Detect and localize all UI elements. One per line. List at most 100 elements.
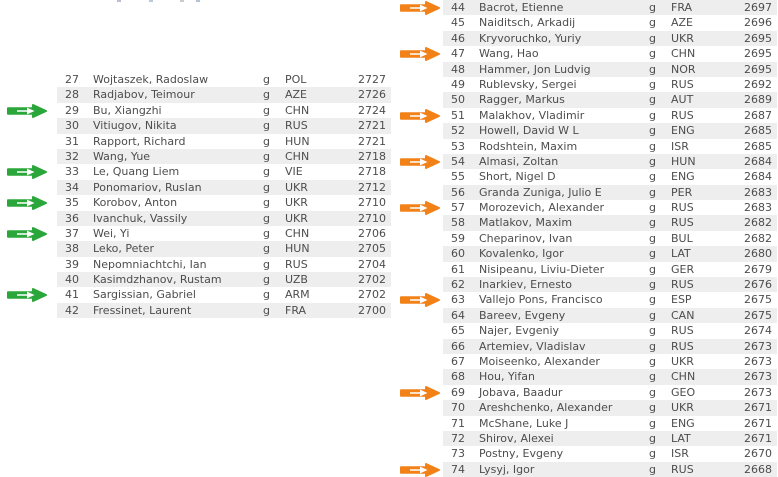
player-name-cell[interactable]: Howell, David W L bbox=[479, 124, 579, 138]
player-row[interactable]: 53 Rodshtein, Maxim g ISR 2685 bbox=[443, 139, 777, 154]
player-row[interactable]: 66 Artemiev, Vladislav g RUS 2673 bbox=[443, 338, 777, 354]
player-name-cell[interactable]: Cheparinov, Ivan bbox=[479, 231, 573, 245]
player-row[interactable]: 31 Rapport, Richard g HUN 2721 bbox=[57, 134, 391, 149]
player-row[interactable]: 69 Jobava, Baadur g GEO 2673 bbox=[400, 385, 777, 400]
player-row[interactable]: 51 Malakhov, Vladimir g RUS 2687 bbox=[400, 108, 777, 123]
player-name-cell[interactable]: Ponomariov, Ruslan bbox=[93, 180, 202, 194]
player-name-cell[interactable]: Sargissian, Gabriel bbox=[93, 288, 196, 302]
player-name-cell[interactable]: McShane, Luke J bbox=[479, 416, 569, 430]
player-name-cell[interactable]: Najer, Evgeniy bbox=[479, 324, 560, 338]
player-name-cell[interactable]: Wang, Hao bbox=[479, 47, 539, 61]
player-name-cell[interactable]: Vallejo Pons, Francisco bbox=[479, 293, 603, 307]
player-name-cell[interactable]: Korobov, Anton bbox=[93, 196, 178, 210]
player-name-cell[interactable]: Postny, Evgeny bbox=[479, 447, 564, 461]
player-name-cell[interactable]: Nisipeanu, Liviu-Dieter bbox=[479, 262, 605, 276]
player-row[interactable]: 59 Cheparinov, Ivan g BUL 2682 bbox=[443, 231, 777, 246]
player-name-cell[interactable]: Kasimdzhanov, Rustam bbox=[93, 273, 222, 287]
player-row[interactable]: 67 Moiseenko, Alexander g UKR 2673 bbox=[443, 354, 777, 369]
player-row[interactable]: 46 Kryvoruchko, Yuriy g UKR 2695 bbox=[443, 30, 777, 47]
player-name-cell[interactable]: Kovalenko, Igor bbox=[479, 247, 564, 261]
player-name-cell[interactable]: Artemiev, Vladislav bbox=[479, 339, 586, 353]
player-row[interactable]: 30 Vitiugov, Nikita g RUS 2721 bbox=[57, 118, 391, 134]
player-name-cell[interactable]: Areshchenko, Alexander bbox=[479, 401, 613, 415]
player-name-cell[interactable]: Bu, Xiangzhi bbox=[93, 103, 162, 117]
player-name-cell[interactable]: Morozevich, Alexander bbox=[479, 201, 605, 215]
player-row[interactable]: 40 Kasimdzhanov, Rustam g UZB 2702 bbox=[57, 272, 391, 288]
player-row[interactable]: 68 Hou, Yifan g CHN 2673 bbox=[443, 369, 777, 385]
player-name-cell[interactable]: Radjabov, Teimour bbox=[93, 88, 195, 102]
player-row[interactable]: 44 Bacrot, Etienne g FRA 2697 bbox=[400, 0, 777, 16]
player-name-cell[interactable]: Le, Quang Liem bbox=[93, 165, 180, 179]
player-row[interactable]: 58 Matlakov, Maxim g RUS 2682 bbox=[443, 215, 777, 231]
player-name-cell[interactable]: Hou, Yifan bbox=[479, 370, 535, 384]
player-name-cell[interactable]: Hammer, Jon Ludvig bbox=[479, 62, 591, 76]
player-row[interactable]: 72 Shirov, Alexei g LAT 2671 bbox=[443, 430, 777, 447]
player-name-cell[interactable]: Rodshtein, Maxim bbox=[479, 139, 578, 153]
player-name-cell[interactable]: Malakhov, Vladimir bbox=[479, 108, 585, 122]
player-name-cell[interactable]: Rublevsky, Sergei bbox=[479, 77, 577, 91]
player-name-cell[interactable]: Short, Nigel D bbox=[479, 170, 556, 184]
player-name-cell[interactable]: Moiseenko, Alexander bbox=[479, 354, 600, 368]
player-name-cell[interactable]: Kryvoruchko, Yuriy bbox=[479, 31, 582, 45]
player-name-cell[interactable]: Inarkiev, Ernesto bbox=[479, 278, 572, 292]
player-name-cell[interactable]: Jobava, Baadur bbox=[479, 385, 563, 399]
player-name-cell[interactable]: Granda Zuniga, Julio E bbox=[479, 185, 602, 199]
player-row[interactable]: 41 Sargissian, Gabriel g ARM 2702 bbox=[7, 287, 391, 303]
player-row[interactable]: 27 Wojtaszek, Radoslaw g POL 2727 bbox=[57, 72, 391, 87]
player-row[interactable]: 60 Kovalenko, Igor g LAT 2680 bbox=[443, 246, 777, 262]
player-row[interactable]: 71 McShane, Luke J g ENG 2671 bbox=[443, 416, 777, 431]
player-name-cell[interactable]: Bareev, Evgeny bbox=[479, 308, 566, 322]
player-name-cell[interactable]: Fressinet, Laurent bbox=[93, 303, 192, 317]
player-row[interactable]: 65 Najer, Evgeniy g RUS 2674 bbox=[443, 323, 777, 338]
player-row[interactable]: 32 Wang, Yue g CHN 2718 bbox=[57, 148, 391, 165]
player-name-cell[interactable]: Almasi, Zoltan bbox=[479, 154, 559, 168]
player-row[interactable]: 52 Howell, David W L g ENG 2685 bbox=[443, 123, 777, 139]
player-name-cell[interactable]: Bacrot, Etienne bbox=[479, 1, 564, 14]
player-row[interactable]: 62 Inarkiev, Ernesto g RUS 2676 bbox=[443, 277, 777, 293]
title-cell: g bbox=[649, 401, 656, 415]
title-cell: g bbox=[649, 416, 656, 430]
player-name-cell[interactable]: Wojtaszek, Radoslaw bbox=[93, 73, 209, 86]
player-row[interactable]: 57 Morozevich, Alexander g RUS 2683 bbox=[400, 200, 777, 216]
player-row[interactable]: 35 Korobov, Anton g UKR 2710 bbox=[7, 195, 391, 211]
player-name-cell[interactable]: Lysyj, Igor bbox=[479, 462, 535, 476]
player-row[interactable]: 74 Lysyj, Igor g RUS 2668 bbox=[400, 461, 777, 477]
player-row[interactable]: 63 Vallejo Pons, Francisco g ESP 2675 bbox=[400, 292, 777, 308]
player-row[interactable]: 45 Naiditsch, Arkadij g AZE 2696 bbox=[443, 15, 777, 30]
player-name-cell[interactable]: Ivanchuk, Vassily bbox=[93, 211, 188, 225]
player-name-cell[interactable]: Shirov, Alexei bbox=[479, 431, 554, 445]
player-name-cell[interactable]: Wang, Yue bbox=[93, 149, 151, 163]
player-row[interactable]: 47 Wang, Hao g CHN 2695 bbox=[400, 46, 777, 62]
player-row[interactable]: 70 Areshchenko, Alexander g UKR 2671 bbox=[443, 400, 777, 416]
player-name-cell[interactable]: Vitiugov, Nikita bbox=[93, 119, 177, 133]
player-row[interactable]: 49 Rublevsky, Sergei g RUS 2692 bbox=[443, 77, 777, 92]
player-name-cell[interactable]: Matlakov, Maxim bbox=[479, 216, 573, 230]
player-name-cell[interactable]: Naiditsch, Arkadij bbox=[479, 16, 576, 30]
player-row[interactable]: 61 Nisipeanu, Liviu-Dieter g GER 2679 bbox=[443, 262, 777, 277]
player-row[interactable]: 38 Leko, Peter g HUN 2705 bbox=[57, 241, 391, 257]
player-name-cell[interactable]: Leko, Peter bbox=[93, 242, 155, 256]
player-name-cell[interactable]: Wei, Yi bbox=[93, 226, 130, 240]
player-row[interactable]: 55 Short, Nigel D g ENG 2684 bbox=[443, 169, 777, 184]
federation-cell: RUS bbox=[671, 108, 694, 122]
player-name-cell[interactable]: Nepomniachtchi, Ian bbox=[93, 257, 207, 271]
player-row[interactable]: 28 Radjabov, Teimour g AZE 2726 bbox=[57, 87, 391, 103]
player-row[interactable]: 48 Hammer, Jon Ludvig g NOR 2695 bbox=[443, 61, 777, 77]
player-row[interactable]: 29 Bu, Xiangzhi g CHN 2724 bbox=[7, 103, 391, 118]
player-name-cell[interactable]: Rapport, Richard bbox=[93, 134, 186, 148]
title-cell: g bbox=[649, 447, 656, 461]
player-row[interactable]: 42 Fressinet, Laurent g FRA 2700 bbox=[57, 302, 391, 319]
player-row[interactable]: 39 Nepomniachtchi, Ian g RUS 2704 bbox=[57, 257, 391, 272]
player-row[interactable]: 34 Ponomariov, Ruslan g UKR 2712 bbox=[57, 179, 391, 196]
player-row[interactable]: 50 Ragger, Markus g AUT 2689 bbox=[443, 92, 777, 108]
player-row[interactable]: 64 Bareev, Evgeny g CAN 2675 bbox=[443, 307, 777, 324]
player-row[interactable]: 54 Almasi, Zoltan g HUN 2684 bbox=[400, 153, 777, 170]
player-row[interactable]: 36 Ivanchuk, Vassily g UKR 2710 bbox=[57, 210, 391, 226]
federation-cell: UKR bbox=[285, 211, 308, 225]
player-row[interactable]: 37 Wei, Yi g CHN 2706 bbox=[7, 226, 391, 241]
player-name-cell[interactable]: Ragger, Markus bbox=[479, 93, 565, 107]
rank-cell: 37 bbox=[65, 226, 79, 240]
player-row[interactable]: 56 Granda Zuniga, Julio E g PER 2683 bbox=[443, 184, 777, 201]
player-row[interactable]: 73 Postny, Evgeny g ISR 2670 bbox=[443, 446, 777, 461]
player-row[interactable]: 33 Le, Quang Liem g VIE 2718 bbox=[7, 164, 391, 180]
